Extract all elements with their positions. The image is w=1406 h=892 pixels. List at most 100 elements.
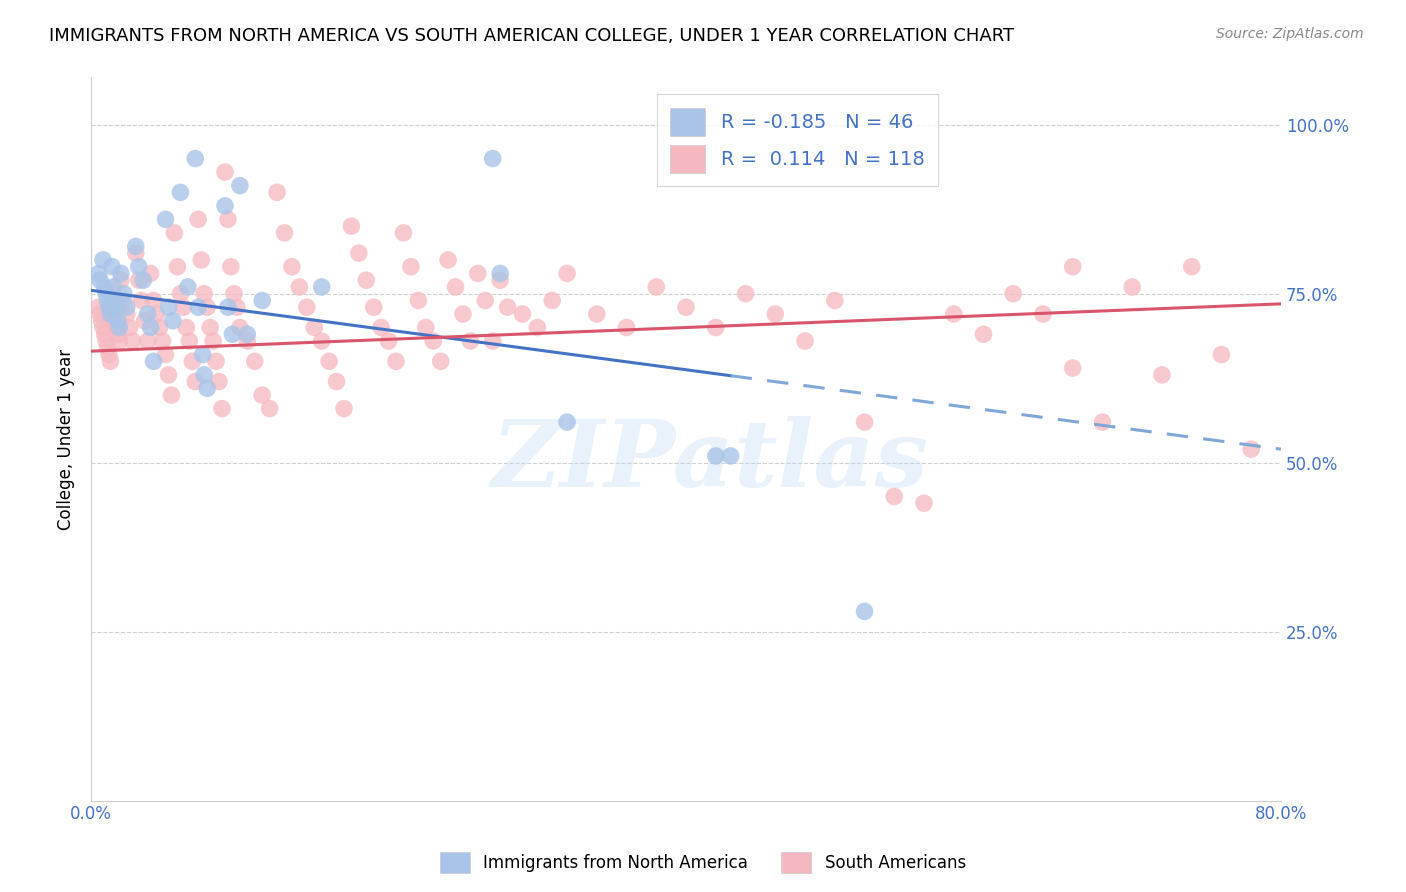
Point — [408, 293, 430, 308]
Point — [93, 327, 115, 342]
Point — [115, 300, 138, 314]
Point — [184, 152, 207, 166]
Point — [347, 246, 370, 260]
Point — [136, 307, 159, 321]
Point — [157, 300, 180, 314]
Point — [1181, 260, 1204, 274]
Point — [489, 267, 512, 281]
Point — [222, 286, 245, 301]
Point — [166, 260, 188, 274]
Point — [132, 273, 155, 287]
Legend: R = -0.185   N = 46, R =  0.114   N = 118: R = -0.185 N = 46, R = 0.114 N = 118 — [657, 95, 938, 186]
Point — [91, 320, 114, 334]
Point — [101, 286, 124, 301]
Point — [451, 307, 474, 321]
Point — [94, 286, 117, 301]
Point — [720, 449, 742, 463]
Point — [139, 267, 162, 281]
Point — [128, 273, 150, 287]
Point — [211, 401, 233, 416]
Point — [460, 334, 482, 348]
Point — [415, 320, 437, 334]
Point — [243, 354, 266, 368]
Point — [217, 212, 239, 227]
Y-axis label: College, Under 1 year: College, Under 1 year — [58, 349, 75, 530]
Point — [90, 314, 112, 328]
Point — [734, 286, 756, 301]
Point — [973, 327, 995, 342]
Point — [214, 165, 236, 179]
Point — [208, 375, 231, 389]
Point — [89, 273, 111, 287]
Point — [89, 307, 111, 321]
Point — [110, 267, 132, 281]
Point — [160, 388, 183, 402]
Point — [526, 320, 548, 334]
Point — [125, 239, 148, 253]
Point — [177, 280, 200, 294]
Point — [481, 152, 503, 166]
Point — [162, 314, 184, 328]
Point — [104, 293, 127, 308]
Point — [195, 300, 218, 314]
Point — [1240, 442, 1263, 457]
Point — [198, 320, 221, 334]
Point — [155, 347, 177, 361]
Point — [96, 341, 118, 355]
Point — [225, 300, 247, 314]
Point — [190, 252, 212, 267]
Point — [340, 219, 363, 234]
Point — [585, 307, 607, 321]
Point — [824, 293, 846, 308]
Point — [184, 375, 207, 389]
Point — [704, 449, 727, 463]
Point — [273, 226, 295, 240]
Point — [399, 260, 422, 274]
Point — [163, 226, 186, 240]
Point — [108, 320, 131, 334]
Point — [1150, 368, 1173, 382]
Point — [763, 307, 786, 321]
Point — [217, 300, 239, 314]
Point — [187, 212, 209, 227]
Point — [134, 314, 156, 328]
Point — [110, 273, 132, 287]
Point — [101, 260, 124, 274]
Point — [325, 375, 347, 389]
Point — [112, 286, 135, 301]
Point — [107, 327, 129, 342]
Point — [148, 320, 170, 334]
Point — [169, 286, 191, 301]
Point — [236, 334, 259, 348]
Point — [87, 267, 110, 281]
Point — [93, 280, 115, 294]
Point — [333, 401, 356, 416]
Point — [221, 327, 243, 342]
Point — [118, 320, 141, 334]
Point — [259, 401, 281, 416]
Point — [1032, 307, 1054, 321]
Point — [1211, 347, 1233, 361]
Point — [176, 320, 198, 334]
Point — [616, 320, 638, 334]
Point — [302, 320, 325, 334]
Point — [555, 415, 578, 429]
Point — [250, 388, 273, 402]
Text: Source: ZipAtlas.com: Source: ZipAtlas.com — [1216, 27, 1364, 41]
Point — [108, 334, 131, 348]
Point — [444, 280, 467, 294]
Point — [202, 334, 225, 348]
Point — [496, 300, 519, 314]
Point — [142, 354, 165, 368]
Point — [281, 260, 304, 274]
Point — [103, 307, 125, 321]
Point — [100, 354, 122, 368]
Point — [155, 212, 177, 227]
Point — [205, 354, 228, 368]
Point — [429, 354, 451, 368]
Point — [112, 293, 135, 308]
Point — [214, 199, 236, 213]
Point — [489, 273, 512, 287]
Point — [195, 381, 218, 395]
Point — [96, 293, 118, 308]
